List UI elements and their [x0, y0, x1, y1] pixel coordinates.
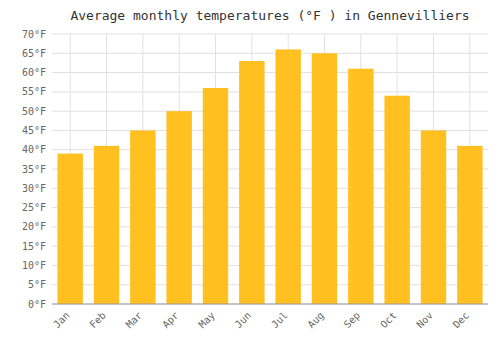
bars	[57, 49, 482, 304]
x-axis-line	[52, 304, 488, 305]
y-grid-line	[52, 91, 488, 92]
bar	[312, 53, 337, 304]
y-tick-label: 40°F	[22, 144, 46, 155]
x-tick-label: Dec	[451, 310, 472, 331]
y-grid-line	[52, 111, 488, 112]
y-tick-label: 45°F	[22, 125, 46, 136]
bar	[384, 96, 409, 304]
x-tick-label: Oct	[378, 310, 399, 331]
bar	[348, 69, 373, 304]
y-tick-label: 15°F	[22, 241, 46, 252]
x-tick-label: Jun	[233, 310, 254, 331]
x-tick-label: Feb	[87, 310, 108, 331]
y-tick-label: 30°F	[22, 183, 46, 194]
chart-svg: Average monthly temperatures (°F ) in Ge…	[0, 0, 500, 350]
x-tick-label: Apr	[160, 310, 181, 331]
bar	[130, 130, 155, 304]
y-tick-label: 60°F	[22, 67, 46, 78]
x-tick-label: Jul	[269, 310, 290, 331]
bar	[57, 154, 82, 304]
bar	[166, 111, 191, 304]
y-grid-line	[52, 304, 488, 305]
bar	[203, 88, 228, 304]
y-tick-label: 0°F	[28, 299, 46, 310]
bar	[275, 49, 300, 304]
x-axis: Jan Feb Mar Apr May Jun Jul Aug Sep Oct Nov Dec	[51, 304, 488, 330]
y-grid-line	[52, 53, 488, 54]
y-tick-label: 65°F	[22, 48, 46, 59]
y-tick-label: 70°F	[22, 29, 46, 40]
y-grid-line	[52, 34, 488, 35]
y-tick-label: 20°F	[22, 221, 46, 232]
x-tick-label: May	[196, 310, 217, 331]
x-tick-label: Sep	[342, 310, 363, 331]
y-tick-label: 55°F	[22, 86, 46, 97]
x-tick-label: Aug	[305, 310, 326, 331]
y-tick-label: 25°F	[22, 202, 46, 213]
y-tick-label: 5°F	[28, 279, 46, 290]
x-tick-label: Nov	[414, 310, 435, 331]
bar	[239, 61, 264, 304]
y-grid-line	[52, 72, 488, 73]
y-tick-label: 35°F	[22, 164, 46, 175]
bar	[94, 146, 119, 304]
y-tick-label: 10°F	[22, 260, 46, 271]
chart-container: Average monthly temperatures (°F ) in Ge…	[0, 0, 500, 350]
y-tick-label: 50°F	[22, 106, 46, 117]
bar	[421, 130, 446, 304]
chart-title: Average monthly temperatures (°F ) in Ge…	[70, 8, 469, 23]
grid	[52, 34, 488, 304]
bar	[457, 146, 482, 304]
y-axis: 0°F 5°F 10°F 15°F 20°F 25°F 30°F 35°F 40°F 45°F 50…	[22, 29, 46, 310]
x-tick-label: Jan	[51, 310, 72, 331]
x-tick-label: Mar	[124, 310, 145, 331]
